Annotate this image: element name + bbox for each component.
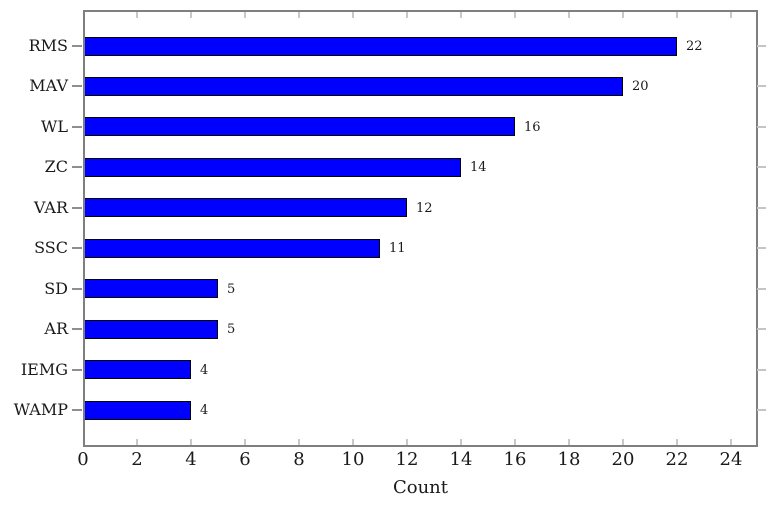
x-tick-label: 2 (131, 449, 143, 470)
y-tick-mark-left (72, 328, 82, 331)
y-tick-mark-left (72, 287, 82, 290)
x-tick-mark-bottom (514, 439, 516, 445)
y-category-label: VAR (33, 197, 68, 217)
y-category-label: AR (44, 319, 68, 339)
y-tick-mark-right (757, 45, 766, 47)
x-tick-mark-top (568, 12, 570, 18)
x-tick-label: 16 (503, 449, 527, 470)
x-tick-label: 20 (611, 449, 635, 470)
y-tick-mark-right (757, 85, 766, 88)
x-tick-mark-top (622, 12, 624, 18)
x-tick-mark-bottom (460, 439, 462, 445)
x-tick-mark-bottom (406, 439, 408, 445)
y-category-label: SD (44, 278, 68, 298)
x-tick-mark-top (514, 12, 516, 18)
x-tick-label: 8 (293, 449, 305, 470)
y-tick-mark-left (72, 125, 82, 128)
bar (83, 198, 407, 218)
x-tick-mark-top (352, 12, 354, 18)
x-axis-title: Count (392, 477, 449, 498)
x-tick-label: 10 (341, 449, 365, 470)
x-tick-mark-top (730, 12, 732, 18)
x-tick-mark-top (460, 12, 462, 18)
y-tick-mark-right (757, 287, 766, 290)
y-tick-mark-left (72, 85, 82, 88)
y-category-label: WL (40, 116, 68, 136)
y-tick-mark-left (72, 368, 82, 371)
bar (83, 360, 191, 380)
bar-value-label: 11 (389, 241, 406, 257)
bar (83, 36, 677, 56)
x-tick-label: 24 (719, 449, 743, 470)
y-category-label: IEMG (20, 359, 68, 379)
y-tick-mark-left (72, 206, 82, 209)
x-tick-mark-bottom (190, 439, 192, 445)
x-tick-label: 4 (185, 449, 197, 470)
bar (83, 117, 515, 137)
bar-value-label: 22 (686, 39, 703, 54)
x-tick-mark-bottom (622, 439, 624, 445)
bar-value-label: 4 (200, 362, 209, 378)
bar (83, 400, 191, 420)
x-tick-mark-bottom (676, 439, 678, 445)
bar (83, 279, 218, 299)
bar-value-label: 16 (524, 119, 541, 135)
y-category-label: ZC (44, 157, 68, 177)
x-tick-mark-top (244, 12, 246, 18)
plot-area: 22 20 16 14 12 11 5 5 4 4 (83, 10, 758, 447)
bar-value-label: 12 (416, 200, 433, 216)
x-tick-mark-bottom (244, 439, 246, 445)
bar-value-label: 20 (632, 79, 649, 95)
x-tick-mark-top (190, 12, 192, 18)
bar-value-label: 5 (227, 322, 236, 338)
y-tick-mark-right (757, 125, 766, 128)
y-tick-mark-right (757, 409, 766, 411)
y-tick-mark-left (72, 247, 82, 250)
x-tick-mark-bottom (730, 439, 732, 445)
x-tick-mark-top (298, 12, 300, 18)
x-tick-label: 6 (239, 449, 251, 470)
x-tick-label: 18 (557, 449, 581, 470)
x-tick-mark-bottom (298, 439, 300, 445)
y-category-label: RMS (28, 36, 68, 55)
y-tick-mark-left (72, 45, 82, 47)
bar (83, 157, 461, 177)
y-tick-mark-left (72, 409, 82, 411)
x-tick-label: 14 (449, 449, 473, 470)
x-tick-mark-bottom (352, 439, 354, 445)
y-category-label: SSC (34, 238, 68, 258)
bar-value-label: 4 (200, 403, 209, 418)
y-category-label: WAMP (13, 400, 68, 419)
x-tick-mark-bottom (568, 439, 570, 445)
x-tick-mark-top (676, 12, 678, 18)
y-tick-mark-right (757, 328, 766, 331)
x-tick-label: 12 (395, 449, 419, 470)
y-tick-mark-right (757, 368, 766, 371)
x-tick-label: 0 (77, 449, 89, 470)
y-tick-mark-right (757, 166, 766, 169)
bar (83, 238, 380, 258)
bar (83, 319, 218, 339)
bar (83, 76, 623, 96)
y-tick-mark-right (757, 247, 766, 250)
y-tick-mark-right (757, 206, 766, 209)
x-tick-mark-top (136, 12, 138, 18)
y-category-label: MAV (29, 76, 68, 96)
bar-value-label: 14 (470, 160, 487, 176)
x-tick-mark-top (406, 12, 408, 18)
x-tick-mark-bottom (136, 439, 138, 445)
y-tick-mark-left (72, 166, 82, 169)
bar-value-label: 5 (227, 281, 236, 297)
x-tick-label: 22 (665, 449, 689, 470)
plot-frame (83, 10, 758, 447)
